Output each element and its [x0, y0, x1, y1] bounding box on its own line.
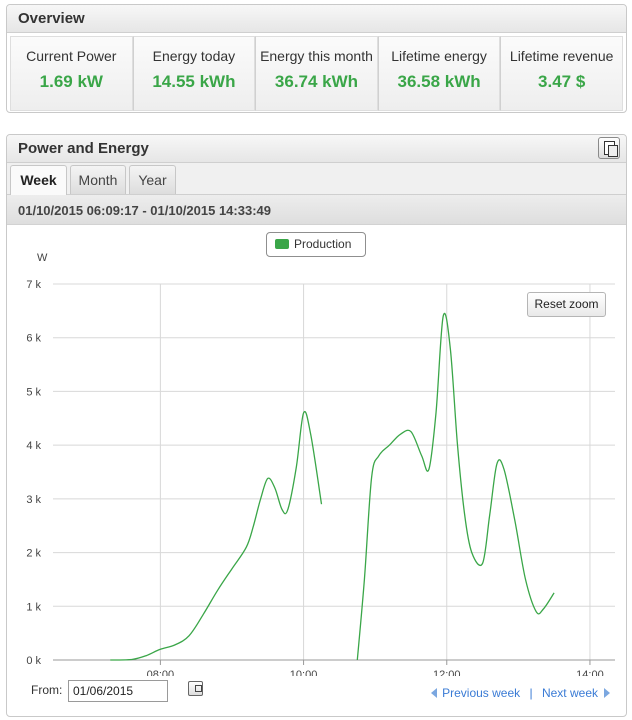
y-tick-label: 3 k — [26, 494, 41, 506]
y-tick-label: 2 k — [26, 548, 41, 560]
tab-week[interactable]: Week — [10, 165, 67, 195]
previous-week-link[interactable]: Previous week — [431, 686, 520, 700]
next-week-link[interactable]: Next week — [542, 686, 610, 700]
stat-value: 3.47 $ — [538, 72, 586, 91]
power-energy-title: Power and Energy — [18, 140, 149, 157]
y-tick-label: 5 k — [26, 386, 41, 398]
from-date-input[interactable]: 01/06/2015 — [68, 680, 203, 702]
calendar-icon[interactable] — [188, 681, 203, 696]
y-tick-label: 7 k — [26, 279, 41, 291]
power-energy-header: Power and Energy — [7, 135, 626, 163]
stat-label: Energy today — [152, 48, 236, 64]
legend-label: Production — [294, 237, 352, 251]
production-series-line — [110, 411, 323, 661]
stat-value: 36.58 kWh — [397, 72, 481, 91]
y-axis-unit: W — [37, 252, 48, 264]
production-series-line — [356, 312, 555, 661]
nav-separator: | — [529, 686, 533, 700]
tab-bar: Week Month Year — [7, 163, 626, 195]
stat-label: Current Power — [26, 48, 117, 64]
stat-lifetime-energy: Lifetime energy 36.58 kWh — [377, 36, 501, 111]
overview-panel: Overview Current Power 1.69 kW Energy to… — [6, 4, 627, 113]
x-tick-label: 08:00 — [147, 669, 175, 676]
reset-zoom-button[interactable]: Reset zoom — [527, 292, 606, 317]
date-range: 01/10/2015 06:09:17 - 01/10/2015 14:33:4… — [7, 195, 626, 225]
next-week-label: Next week — [541, 686, 598, 700]
overview-title: Overview — [7, 5, 626, 33]
chevron-right-icon — [604, 688, 610, 698]
stat-lifetime-revenue: Lifetime revenue 3.47 $ — [500, 36, 623, 111]
stat-energy-month: Energy this month 36.74 kWh — [255, 36, 378, 111]
tab-year[interactable]: Year — [129, 165, 176, 194]
power-energy-panel: Power and Energy Week Month Year 01/10/2… — [6, 134, 627, 717]
stats-row: Current Power 1.69 kW Energy today 14.55… — [7, 33, 626, 111]
stat-value: 14.55 kWh — [152, 72, 236, 91]
stat-value: 1.69 kW — [39, 72, 103, 91]
stat-current-power: Current Power 1.69 kW — [10, 36, 133, 111]
stat-label: Energy this month — [260, 48, 373, 64]
stat-energy-today: Energy today 14.55 kWh — [132, 36, 256, 111]
previous-week-label: Previous week — [442, 686, 521, 700]
chevron-left-icon — [431, 688, 438, 698]
y-tick-label: 0 k — [26, 655, 41, 667]
y-tick-label: 6 k — [26, 333, 41, 345]
y-tick-label: 1 k — [26, 601, 41, 613]
from-label: From: — [31, 683, 63, 697]
legend-swatch — [275, 239, 289, 249]
stat-label: Lifetime revenue — [509, 48, 614, 64]
export-icon[interactable] — [598, 137, 620, 159]
production-chart[interactable]: 0 k 1 k 2 k 3 k 4 k 5 k 6 k 7 k 08:00 10:00 12:00 1… — [7, 226, 626, 676]
x-tick-label: 12:00 — [433, 669, 461, 676]
from-row: From: 01/06/2015 — [31, 680, 203, 702]
x-tick-label: 10:00 — [290, 669, 318, 676]
week-navigation: Previous week | Next week — [431, 686, 610, 700]
x-tick-label: 14:00 — [576, 669, 604, 676]
from-date-value: 01/06/2015 — [73, 684, 134, 698]
chart-legend[interactable]: Production — [266, 232, 366, 257]
tab-month[interactable]: Month — [70, 165, 126, 194]
y-tick-label: 4 k — [26, 440, 41, 452]
stat-value: 36.74 kWh — [274, 72, 359, 91]
stat-label: Lifetime energy — [391, 48, 487, 64]
